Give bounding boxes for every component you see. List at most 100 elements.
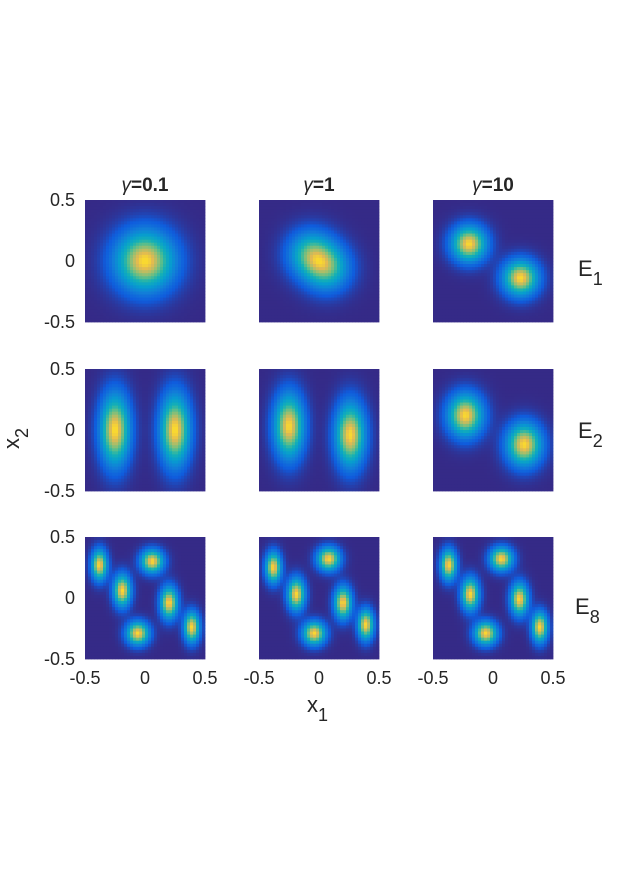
heatmap-cell — [109, 307, 112, 310]
heatmap-cell — [460, 316, 463, 319]
heatmap-cell — [355, 237, 358, 240]
heatmap-cell — [364, 221, 367, 224]
heatmap-cell — [259, 206, 262, 209]
heatmap-cell — [310, 310, 313, 313]
heatmap-cell — [463, 237, 466, 240]
heatmap-cell — [145, 276, 148, 279]
heatmap-cell — [145, 285, 148, 288]
heatmap-cell — [475, 264, 478, 267]
heatmap-cell — [544, 231, 547, 234]
heatmap-cell — [361, 252, 364, 255]
heatmap-cell — [196, 288, 199, 291]
heatmap-cell — [355, 261, 358, 264]
heatmap-cell — [304, 234, 307, 237]
heatmap-cell — [118, 319, 121, 322]
heatmap-cell — [367, 264, 370, 267]
heatmap-cell — [496, 288, 499, 291]
heatmap-cell — [91, 237, 94, 240]
heatmap-cell — [325, 298, 328, 301]
heatmap-cell — [163, 369, 166, 372]
heatmap-cell — [433, 224, 436, 227]
heatmap-cell — [262, 240, 265, 243]
heatmap-cell — [373, 218, 376, 221]
heatmap-cell — [163, 372, 166, 375]
heatmap-cell — [298, 261, 301, 264]
heatmap-cell — [484, 231, 487, 234]
heatmap-cell — [160, 282, 163, 285]
heatmap-cell — [499, 310, 502, 313]
heatmap-cell — [118, 224, 121, 227]
heatmap-cell — [103, 310, 106, 313]
heatmap-cell — [349, 295, 352, 298]
heatmap-cell — [94, 301, 97, 304]
heatmap-cell — [100, 375, 103, 378]
heatmap-cell — [478, 316, 481, 319]
heatmap-cell — [472, 255, 475, 258]
heatmap-cell — [142, 218, 145, 221]
heatmap-cell — [187, 276, 190, 279]
heatmap-cell — [178, 375, 181, 378]
heatmap-cell — [271, 288, 274, 291]
heatmap-cell — [538, 206, 541, 209]
heatmap-cell — [490, 313, 493, 316]
heatmap-cell — [364, 307, 367, 310]
heatmap-cell — [202, 276, 205, 279]
heatmap-cell — [334, 258, 337, 261]
heatmap-cell — [445, 298, 448, 301]
heatmap-cell — [151, 267, 154, 270]
heatmap-cell — [88, 240, 91, 243]
heatmap-cell — [463, 200, 466, 203]
heatmap-cell — [511, 200, 514, 203]
heatmap-cell — [550, 240, 553, 243]
heatmap-cell — [268, 255, 271, 258]
heatmap-cell — [550, 212, 553, 215]
heatmap-cell — [166, 215, 169, 218]
heatmap-cell — [271, 273, 274, 276]
heatmap-cell — [436, 316, 439, 319]
heatmap-cell — [343, 246, 346, 249]
heatmap-cell — [271, 231, 274, 234]
heatmap-cell — [496, 310, 499, 313]
heatmap-cell — [139, 224, 142, 227]
heatmap-cell — [547, 276, 550, 279]
heatmap-cell — [460, 243, 463, 246]
heatmap-cell — [166, 249, 169, 252]
heatmap-cell — [190, 378, 193, 381]
heatmap-cell — [349, 215, 352, 218]
heatmap-cell — [517, 292, 520, 295]
heatmap-cell — [472, 310, 475, 313]
heatmap-cell — [124, 237, 127, 240]
heatmap-cell — [160, 227, 163, 230]
heatmap-cell — [328, 270, 331, 273]
heatmap-cell — [202, 237, 205, 240]
heatmap-cell — [511, 279, 514, 282]
heatmap-cell — [358, 316, 361, 319]
heatmap-cell — [505, 206, 508, 209]
heatmap-cell — [259, 313, 262, 316]
heatmap-cell — [118, 267, 121, 270]
heatmap-cell — [142, 221, 145, 224]
heatmap-cell — [181, 252, 184, 255]
heatmap-cell — [439, 209, 442, 212]
heatmap-cell — [445, 285, 448, 288]
heatmap-cell — [343, 215, 346, 218]
heatmap-cell — [148, 304, 151, 307]
heatmap-cell — [370, 319, 373, 322]
heatmap-cell — [490, 279, 493, 282]
heatmap-cell — [262, 249, 265, 252]
heatmap-cell — [277, 316, 280, 319]
heatmap-cell — [97, 267, 100, 270]
heatmap-cell — [148, 375, 151, 378]
heatmap-cell — [502, 212, 505, 215]
heatmap-cell — [133, 261, 136, 264]
heatmap-cell — [115, 200, 118, 203]
heatmap-cell — [352, 231, 355, 234]
heatmap-cell — [148, 227, 151, 230]
heatmap-cell — [115, 212, 118, 215]
heatmap-cell — [334, 295, 337, 298]
heatmap-cell — [445, 288, 448, 291]
heatmap-cell — [100, 221, 103, 224]
heatmap-cell — [481, 276, 484, 279]
heatmap-cell — [295, 218, 298, 221]
heatmap-cell — [88, 255, 91, 258]
